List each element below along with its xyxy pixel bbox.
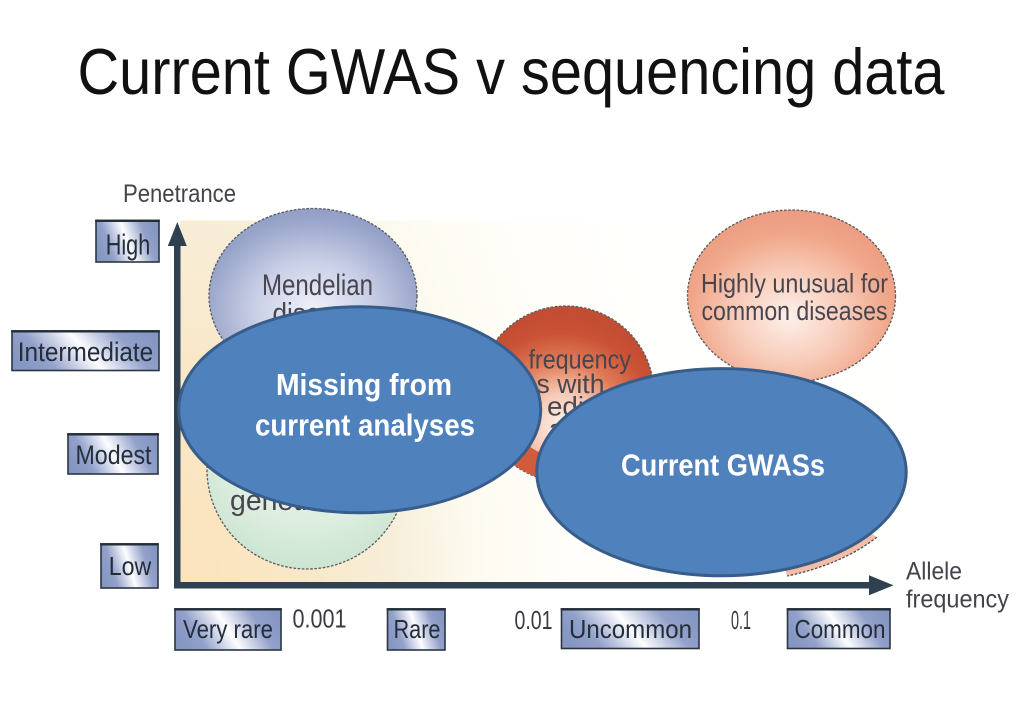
svg-text:Highly unusual for: Highly unusual for: [701, 269, 888, 299]
svg-text:Modest: Modest: [76, 440, 152, 470]
svg-text:0.1: 0.1: [731, 605, 751, 635]
svg-text:High: High: [106, 230, 151, 262]
svg-text:Very rare: Very rare: [183, 614, 273, 644]
svg-text:frequency: frequency: [528, 345, 631, 375]
svg-text:s with: s with: [537, 369, 605, 399]
svg-text:Mendelian: Mendelian: [262, 269, 373, 302]
svg-text:Low: Low: [109, 551, 152, 581]
svg-text:current analyses: current analyses: [255, 408, 475, 443]
svg-text:Uncommon: Uncommon: [569, 614, 692, 644]
svg-text:common diseases: common diseases: [702, 296, 888, 326]
svg-text:Missing from: Missing from: [276, 367, 452, 402]
svg-text:0.01: 0.01: [515, 605, 553, 635]
svg-text:Penetrance: Penetrance: [123, 180, 236, 208]
svg-text:Current GWASs: Current GWASs: [621, 447, 825, 482]
svg-text:Current GWAS v sequencing data: Current GWAS v sequencing data: [78, 35, 946, 108]
svg-text:frequency: frequency: [906, 586, 1009, 614]
svg-text:Rare: Rare: [394, 614, 441, 644]
svg-text:Allele: Allele: [906, 558, 962, 586]
svg-text:0.001: 0.001: [293, 604, 347, 634]
svg-text:Intermediate: Intermediate: [18, 337, 154, 367]
svg-text:Common: Common: [795, 614, 886, 644]
